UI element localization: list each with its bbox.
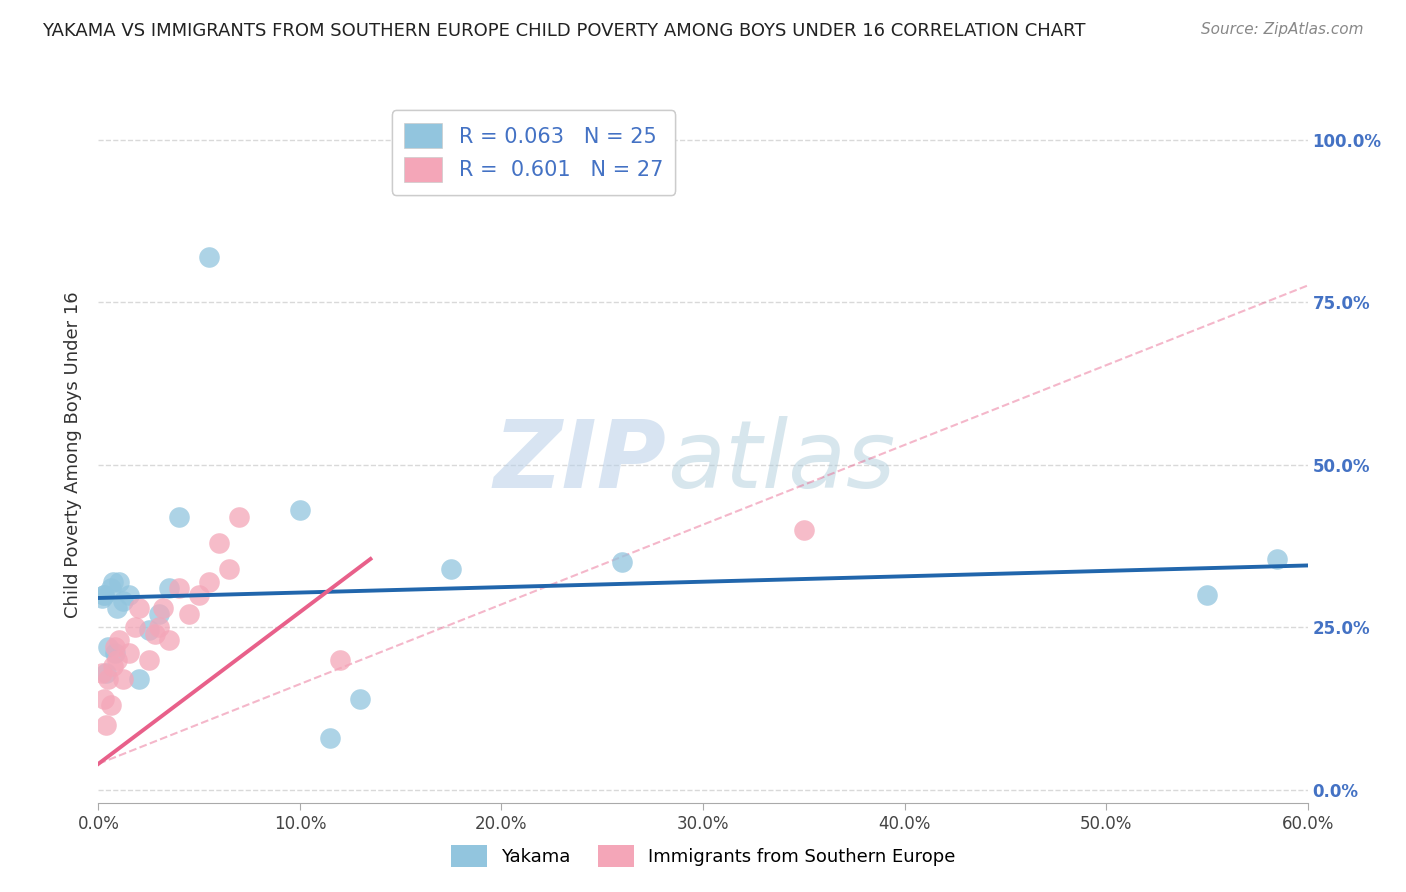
Point	[329, 653, 352, 667]
Point	[97, 672, 120, 686]
Point	[103, 640, 125, 654]
Point	[100, 698, 122, 713]
Point	[100, 581, 122, 595]
Point	[111, 594, 134, 608]
Point	[1195, 588, 1218, 602]
Point	[101, 574, 124, 589]
Point	[96, 665, 118, 680]
Point	[93, 588, 115, 602]
Point	[228, 509, 250, 524]
Point	[167, 509, 190, 524]
Point	[208, 535, 231, 549]
Point	[128, 600, 150, 615]
Point	[148, 620, 170, 634]
Point	[793, 523, 815, 537]
Point	[1267, 552, 1289, 566]
Point	[138, 624, 160, 638]
Point	[101, 659, 124, 673]
Point	[218, 562, 240, 576]
Point	[103, 646, 125, 660]
Point	[198, 250, 221, 264]
Legend: Yakama, Immigrants from Southern Europe: Yakama, Immigrants from Southern Europe	[443, 838, 963, 874]
Point	[118, 646, 141, 660]
Point	[612, 555, 634, 569]
Point	[157, 581, 180, 595]
Point	[157, 633, 180, 648]
Point	[138, 653, 160, 667]
Point	[93, 691, 115, 706]
Point	[96, 718, 118, 732]
Legend: R = 0.063   N = 25, R =  0.601   N = 27: R = 0.063 N = 25, R = 0.601 N = 27	[392, 111, 675, 194]
Point	[198, 574, 221, 589]
Point	[91, 591, 114, 605]
Point	[179, 607, 201, 622]
Point	[288, 503, 311, 517]
Point	[128, 672, 150, 686]
Point	[440, 562, 463, 576]
Text: YAKAMA VS IMMIGRANTS FROM SOUTHERN EUROPE CHILD POVERTY AMONG BOYS UNDER 16 CORR: YAKAMA VS IMMIGRANTS FROM SOUTHERN EUROP…	[42, 22, 1085, 40]
Point	[91, 665, 114, 680]
Point	[97, 640, 120, 654]
Text: Source: ZipAtlas.com: Source: ZipAtlas.com	[1201, 22, 1364, 37]
Point	[148, 607, 170, 622]
Point	[152, 600, 174, 615]
Point	[188, 588, 211, 602]
Point	[111, 672, 134, 686]
Point	[143, 626, 166, 640]
Point	[93, 588, 115, 602]
Point	[319, 731, 342, 745]
Point	[105, 653, 128, 667]
Point	[107, 633, 129, 648]
Y-axis label: Child Poverty Among Boys Under 16: Child Poverty Among Boys Under 16	[63, 292, 82, 618]
Point	[167, 581, 190, 595]
Point	[349, 691, 371, 706]
Point	[107, 574, 129, 589]
Text: atlas: atlas	[666, 417, 896, 508]
Point	[105, 600, 128, 615]
Point	[124, 620, 146, 634]
Text: ZIP: ZIP	[494, 416, 666, 508]
Point	[118, 588, 141, 602]
